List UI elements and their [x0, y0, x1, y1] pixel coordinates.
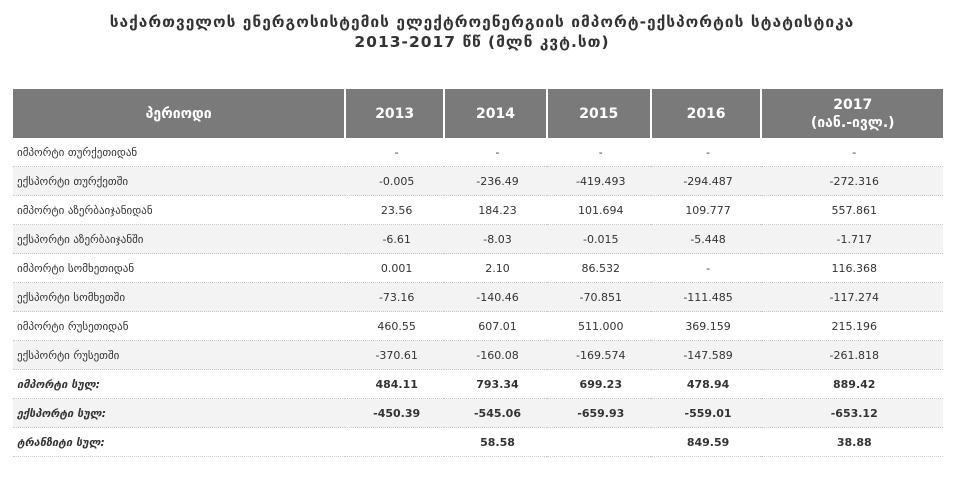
row-label: ექსპორტი აზერბაიჯანში: [13, 224, 346, 254]
row-label: იმპორტი თურქეთიდან: [13, 138, 346, 167]
cell-value: 38.88: [761, 427, 943, 457]
cell-value: -: [444, 138, 547, 167]
title-line-2: 2013-2017 წწ (მლნ კვტ.სთ): [354, 33, 610, 51]
total-row-transit: ტრანზიტი სულ: 58.58 849.59 38.88: [13, 427, 943, 457]
header-2014: 2014: [443, 89, 547, 138]
cell-value: -659.93: [546, 398, 651, 428]
header-2016: 2016: [649, 89, 762, 138]
cell-value: -0.015: [546, 224, 651, 254]
row-label: იმპორტი რუსეთიდან: [13, 311, 346, 341]
cell-value: -653.12: [761, 398, 943, 428]
cell-value: 484.11: [345, 369, 445, 399]
cell-value: -8.03: [444, 224, 547, 254]
row-label: იმპორტი სომხეთიდან: [13, 253, 346, 283]
statistics-table: პერიოდი 2013 2014 2015 2016 2017 (იან.-ი…: [13, 89, 943, 457]
row-label: ექსპორტი თურქეთში: [13, 166, 346, 196]
cell-value: 23.56: [345, 195, 445, 225]
total-row-export: ექსპორტი სულ: -450.39 -545.06 -659.93 -5…: [13, 398, 943, 428]
row-label: იმპორტი აზერბაიჯანიდან: [13, 195, 346, 225]
cell-value: 101.694: [546, 195, 651, 225]
table-row: ექსპორტი თურქეთში -0.005 -236.49 -419.49…: [13, 166, 943, 196]
header-2013: 2013: [344, 89, 445, 138]
table-row: ექსპორტი სომხეთში -73.16 -140.46 -70.851…: [13, 282, 943, 312]
cell-value: 849.59: [650, 427, 762, 457]
cell-value: -: [650, 253, 762, 283]
row-label: იმპორტი სულ:: [13, 369, 346, 399]
cell-value: [546, 427, 651, 457]
table-row: ექსპორტი რუსეთში -370.61 -160.08 -169.57…: [13, 340, 943, 370]
cell-value: 699.23: [546, 369, 651, 399]
cell-value: 511.000: [546, 311, 651, 341]
cell-value: -: [650, 138, 762, 167]
header-2017-year: 2017: [833, 96, 873, 113]
header-period: პერიოდი: [13, 89, 346, 138]
header-2017-sub: (იან.-ივლ.): [810, 114, 895, 131]
cell-value: 478.94: [650, 369, 762, 399]
cell-value: -: [546, 138, 651, 167]
cell-value: 116.368: [761, 253, 943, 283]
cell-value: -370.61: [345, 340, 445, 370]
cell-value: -140.46: [444, 282, 547, 312]
cell-value: -169.574: [546, 340, 651, 370]
cell-value: -70.851: [546, 282, 651, 312]
cell-value: 369.159: [650, 311, 762, 341]
cell-value: 58.58: [444, 427, 547, 457]
row-label: ექსპორტი სომხეთში: [13, 282, 346, 312]
table-row: იმპორტი თურქეთიდან - - - - -: [13, 138, 943, 167]
cell-value: -236.49: [444, 166, 547, 196]
cell-value: -147.589: [650, 340, 762, 370]
cell-value: -1.717: [761, 224, 943, 254]
cell-value: 2.10: [444, 253, 547, 283]
cell-value: -419.493: [546, 166, 651, 196]
cell-value: 0.001: [345, 253, 445, 283]
header-2015: 2015: [545, 89, 651, 138]
cell-value: 215.196: [761, 311, 943, 341]
cell-value: -160.08: [444, 340, 547, 370]
table-header-row: პერიოდი 2013 2014 2015 2016 2017 (იან.-ი…: [13, 89, 943, 138]
cell-value: -5.448: [650, 224, 762, 254]
cell-value: -450.39: [345, 398, 445, 428]
cell-value: -272.316: [761, 166, 943, 196]
row-label: ექსპორტი რუსეთში: [13, 340, 346, 370]
table-row: იმპორტი რუსეთიდან 460.55 607.01 511.000 …: [13, 311, 943, 341]
cell-value: -261.818: [761, 340, 943, 370]
row-label: ექსპორტი სულ:: [13, 398, 346, 428]
cell-value: -545.06: [444, 398, 547, 428]
cell-value: -117.274: [761, 282, 943, 312]
cell-value: 793.34: [444, 369, 547, 399]
cell-value: 86.532: [546, 253, 651, 283]
cell-value: 557.861: [761, 195, 943, 225]
cell-value: [345, 427, 445, 457]
row-label: ტრანზიტი სულ:: [13, 427, 346, 457]
table-row: იმპორტი სომხეთიდან 0.001 2.10 86.532 - 1…: [13, 253, 943, 283]
table-row: იმპორტი აზერბაიჯანიდან 23.56 184.23 101.…: [13, 195, 943, 225]
cell-value: 889.42: [761, 369, 943, 399]
total-row-import: იმპორტი სულ: 484.11 793.34 699.23 478.94…: [13, 369, 943, 399]
header-2017: 2017 (იან.-ივლ.): [760, 89, 943, 138]
cell-value: -0.005: [345, 166, 445, 196]
cell-value: 607.01: [444, 311, 547, 341]
cell-value: 184.23: [444, 195, 547, 225]
cell-value: -6.61: [345, 224, 445, 254]
cell-value: -: [761, 138, 943, 167]
table-row: ექსპორტი აზერბაიჯანში -6.61 -8.03 -0.015…: [13, 224, 943, 254]
cell-value: 460.55: [345, 311, 445, 341]
cell-value: -111.485: [650, 282, 762, 312]
cell-value: -: [345, 138, 445, 167]
cell-value: -294.487: [650, 166, 762, 196]
cell-value: 109.777: [650, 195, 762, 225]
cell-value: -73.16: [345, 282, 445, 312]
cell-value: -559.01: [650, 398, 762, 428]
title-line-1: საქართველოს ენერგოსისტემის ელექტროენერგი…: [109, 13, 855, 31]
